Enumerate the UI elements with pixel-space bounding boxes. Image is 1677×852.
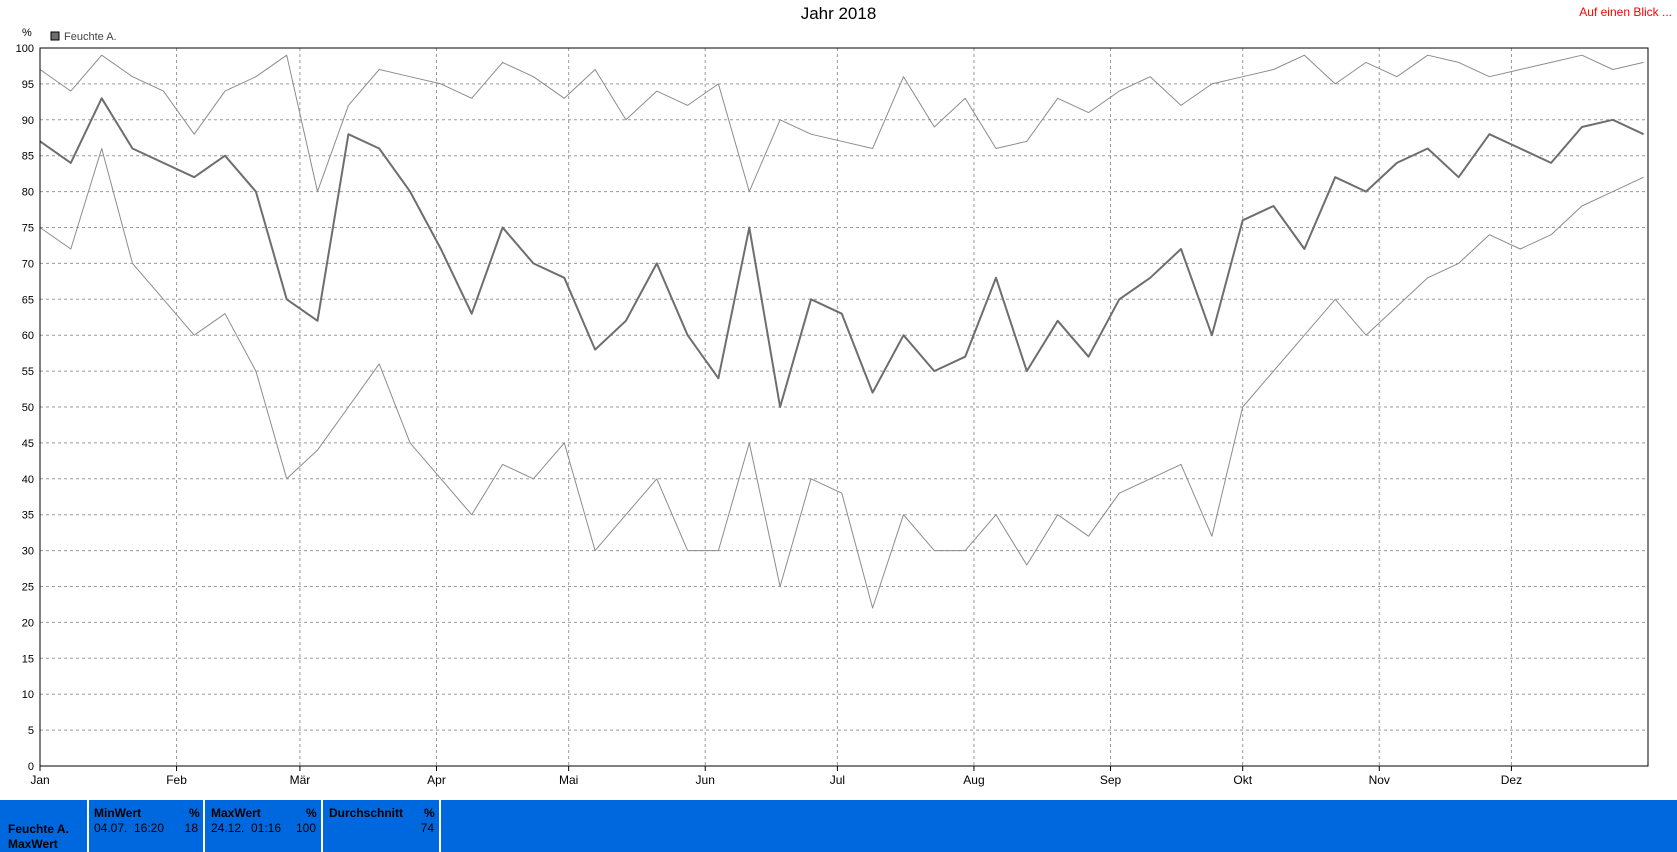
max-value: 100 [295, 821, 316, 835]
x-tick-label: Jul [830, 773, 845, 787]
y-tick-label: 50 [22, 402, 34, 414]
stats-row-label-2: MaxWert [8, 837, 58, 851]
y-tick-label: 90 [22, 115, 34, 127]
y-tick-label: 95 [22, 79, 34, 91]
stats-divider [439, 800, 441, 852]
y-tick-label: 55 [22, 366, 34, 378]
y-tick-label: 40 [22, 474, 34, 486]
y-tick-label: 20 [22, 617, 34, 629]
min-header: MinWert [94, 806, 142, 820]
x-tick-label: Feb [166, 773, 187, 787]
x-tick-label: Jan [30, 773, 49, 787]
overview-link[interactable]: Auf einen Blick ... [1579, 5, 1672, 19]
y-tick-label: 85 [22, 151, 34, 163]
x-axis-ticks: Jan Feb Mär Apr Mai Jun Jul Aug Sep Okt Nov Dez [30, 766, 1522, 787]
y-tick-label: 25 [22, 582, 34, 594]
min-time: 16:20 [134, 821, 165, 835]
y-tick-label: 15 [22, 653, 34, 665]
y-tick-label: 80 [22, 187, 34, 199]
max-unit: % [306, 806, 317, 820]
max-time: 01:16 [251, 821, 282, 835]
max-date: 24.12. [211, 821, 245, 835]
x-tick-label: Sep [1100, 773, 1122, 787]
x-tick-label: Mai [559, 773, 578, 787]
x-tick-label: Okt [1233, 773, 1252, 787]
max-header: MaxWert [211, 806, 261, 820]
legend-swatch [50, 31, 60, 41]
stats-divider [203, 800, 205, 852]
legend-label: Feuchte A. [64, 31, 117, 43]
x-tick-label: Apr [427, 773, 446, 787]
min-unit: % [189, 806, 200, 820]
plot-frame [39, 47, 1649, 767]
series-line-min [39, 148, 1644, 609]
x-tick-label: Nov [1369, 773, 1390, 787]
x-tick-label: Aug [963, 773, 984, 787]
avg-value: 74 [420, 821, 434, 835]
chart-svg: % Feuchte A. 0 5 10 15 20 25 30 35 40 45 50 55 60 65 7… [16, 27, 1649, 787]
stats-row-label: Feuchte A. [8, 822, 69, 836]
min-date: 04.07. [94, 821, 128, 835]
stats-divider [87, 800, 89, 852]
y-tick-label: 0 [28, 761, 34, 773]
grid-layer [40, 48, 1648, 766]
y-tick-label: 70 [22, 258, 34, 270]
y-tick-label: 35 [22, 510, 34, 522]
y-tick-label: 45 [22, 438, 34, 450]
y-tick-label: 5 [28, 725, 34, 737]
x-tick-label: Mär [290, 773, 311, 787]
y-tick-label: 30 [22, 546, 34, 558]
y-tick-label: 75 [22, 223, 34, 235]
x-tick-label: Dez [1501, 773, 1522, 787]
stats-divider [321, 800, 323, 852]
series-line-max [39, 54, 1644, 193]
y-tick-label: 60 [22, 330, 34, 342]
y-axis-unit-label: % [22, 27, 32, 39]
series-layer [39, 54, 1645, 609]
series-line-avg [39, 97, 1645, 408]
avg-header: Durchschnitt [329, 806, 404, 820]
x-tick-label: Jun [696, 773, 715, 787]
y-tick-label: 10 [22, 689, 34, 701]
avg-unit: % [424, 806, 435, 820]
chart-title: Jahr 2018 [800, 4, 877, 23]
y-axis-ticks: 0 5 10 15 20 25 30 35 40 45 50 55 60 65 70 75 80 85 90 95 10… [16, 43, 34, 773]
y-tick-label: 100 [16, 43, 34, 55]
stats-bar: Feuchte A. MaxWert MinWert % 04.07. 16:2… [0, 800, 1677, 852]
y-tick-label: 65 [22, 294, 34, 306]
legend: Feuchte A. [50, 31, 117, 43]
min-value: 18 [184, 821, 198, 835]
